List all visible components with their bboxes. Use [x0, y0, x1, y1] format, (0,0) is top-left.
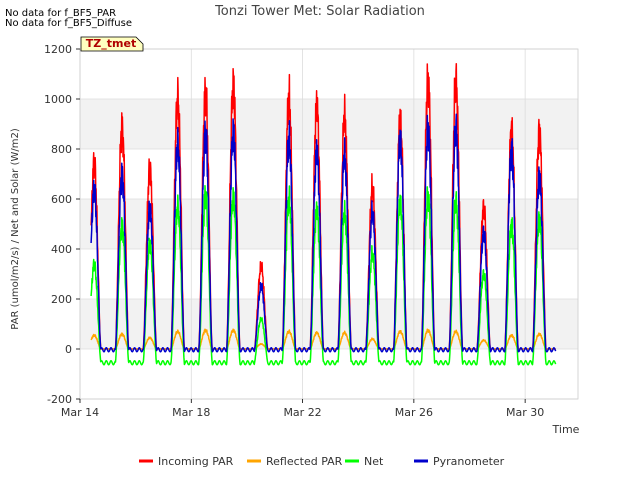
no-data-note-diffuse: No data for f_BF5_Diffuse: [5, 18, 132, 29]
x-tick-label: Mar 18: [172, 406, 210, 419]
x-tick-label: Mar 26: [395, 406, 433, 419]
no-data-note-par: No data for f_BF5_PAR: [5, 8, 117, 19]
x-axis-label: Time: [552, 423, 580, 436]
y-tick-label: 600: [51, 193, 72, 206]
plot-band: [80, 349, 578, 399]
legend-entry-pyranometer: Pyranometer: [433, 455, 505, 468]
y-tick-label: 200: [51, 293, 72, 306]
axes: -200 0 200 400 600 800 1000 1200 Mar 14 Mar 18 Mar…: [44, 43, 579, 419]
x-tick-label: Mar 30: [506, 406, 544, 419]
site-label: TZ_tmet: [86, 37, 136, 50]
legend-entry-reflected-par: Reflected PAR: [266, 455, 343, 468]
y-tick-label: 400: [51, 243, 72, 256]
y-axis-label: PAR (umol/m2/s) / Net and Solar (W/m2): [10, 128, 21, 330]
plot-band: [80, 49, 578, 99]
plot-band: [80, 299, 578, 349]
plot-band: [80, 249, 578, 299]
plot-band: [80, 199, 578, 249]
y-tick-label: 0: [65, 343, 72, 356]
x-tick-label: Mar 22: [283, 406, 321, 419]
plot-background: [80, 49, 578, 399]
chart-title: Tonzi Tower Met: Solar Radiation: [214, 4, 425, 19]
series-line-net: [90, 184, 557, 366]
y-tick-label: 1000: [44, 93, 72, 106]
site-label-badge: TZ_tmet: [80, 36, 144, 52]
legend-entry-net: Net: [364, 455, 384, 468]
x-tick-label: Mar 14: [61, 406, 99, 419]
plot-band: [80, 149, 578, 199]
series-line-pyranometer: [90, 113, 557, 353]
legend-entry-incoming-par: Incoming PAR: [158, 455, 234, 468]
legend: Incoming PAR Reflected PAR Net Pyranometer: [139, 455, 505, 468]
y-tick-label: -200: [47, 393, 72, 406]
plot-band: [80, 99, 578, 149]
series-lines: [90, 62, 557, 366]
y-tick-label: 1200: [44, 43, 72, 56]
y-tick-label: 800: [51, 143, 72, 156]
plot-frame: [79, 48, 579, 400]
